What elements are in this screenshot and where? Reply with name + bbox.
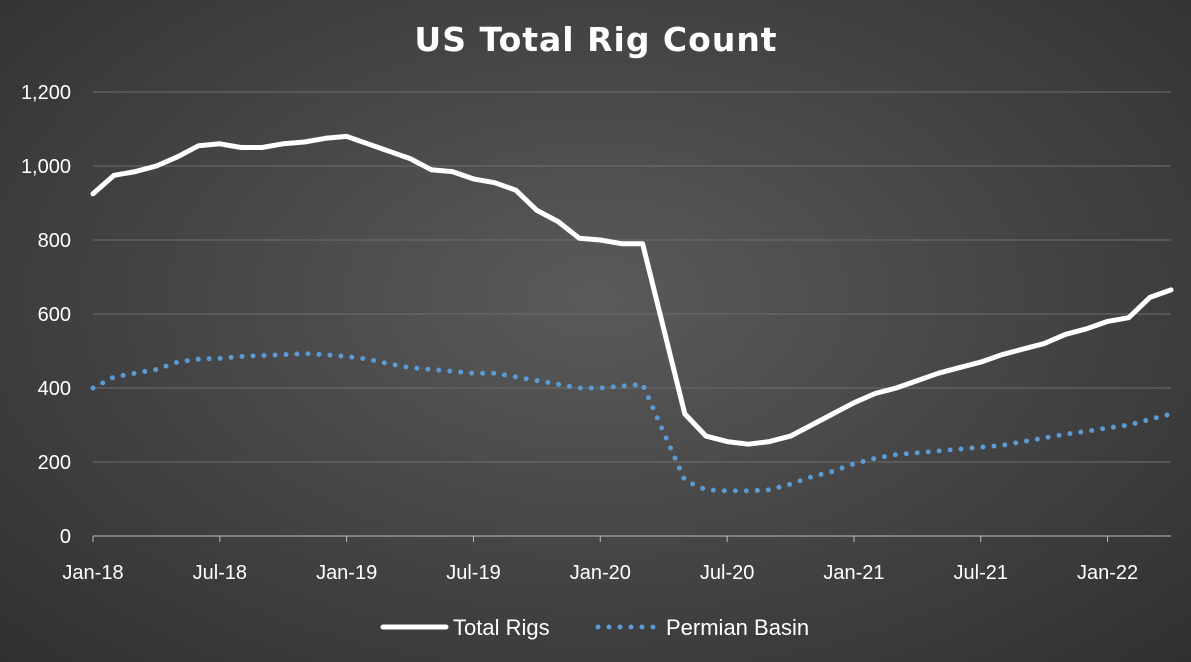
x-axis-ticks: Jan-18 Jul-18 Jan-19 Jul-19 Jan-20 Jul-20 Jan-…: [62, 535, 1171, 584]
x-tick-label: Jan-21: [823, 562, 884, 584]
legend: Total Rigs Permian Basin: [380, 615, 809, 640]
x-tick-label: Jul-21: [954, 562, 1008, 584]
x-tick-label: Jul-20: [700, 562, 754, 584]
x-tick-label: Jan-22: [1077, 562, 1138, 584]
y-tick-label: 600: [38, 304, 71, 326]
y-axis-ticks: 0 200 400 600 800 1,000 1,200: [21, 82, 71, 548]
chart-title: US Total Rig Count: [414, 20, 777, 59]
total-rigs-line: [90, 133, 1174, 447]
x-tick-label: Jan-20: [570, 562, 631, 584]
gridlines: [93, 91, 1171, 537]
permian-basin-line: [90, 351, 1174, 494]
y-tick-label: 0: [60, 526, 71, 548]
y-tick-label: 1,200: [21, 82, 71, 104]
y-tick-label: 200: [38, 452, 71, 474]
legend-label-permian-basin: Permian Basin: [666, 615, 809, 640]
x-tick-label: Jul-19: [446, 562, 500, 584]
y-tick-label: 800: [38, 230, 71, 252]
y-tick-label: 1,000: [21, 156, 71, 178]
x-tick-label: Jan-18: [62, 562, 123, 584]
legend-label-total-rigs: Total Rigs: [453, 615, 550, 640]
series-lines: [90, 133, 1174, 494]
x-tick-label: Jan-19: [316, 562, 377, 584]
x-tick-label: Jul-18: [193, 562, 247, 584]
y-tick-label: 400: [38, 378, 71, 400]
